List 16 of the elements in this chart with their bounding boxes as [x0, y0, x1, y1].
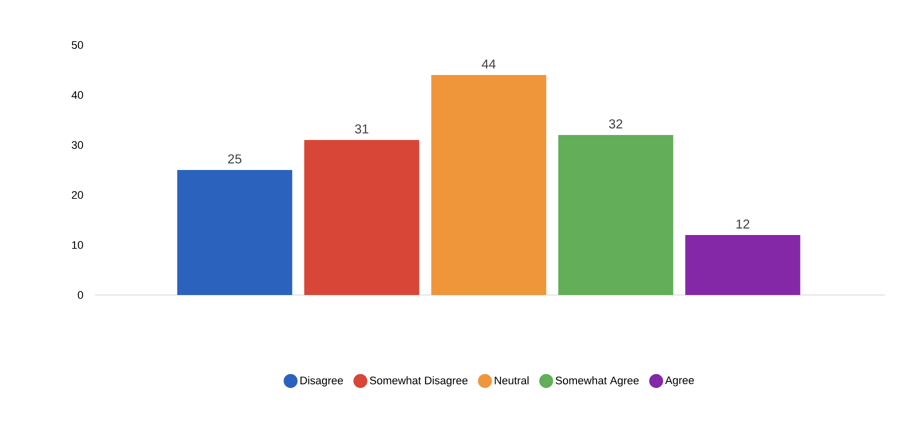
data-label: 25: [228, 154, 242, 164]
legend-label: Disagree: [300, 376, 343, 386]
y-tick-label: 40: [72, 91, 84, 99]
legend-label: Agree: [665, 376, 694, 386]
y-tick-label: 10: [72, 241, 84, 249]
data-label: 12: [736, 219, 750, 228]
y-tick-label: 50: [72, 41, 84, 49]
data-label: 31: [355, 124, 368, 134]
data-label: 32: [609, 119, 622, 128]
legend-label: Somewhat Agree: [556, 376, 639, 386]
legend-label: Neutral: [494, 376, 529, 384]
data-label: 44: [482, 60, 496, 68]
y-tick-label: 20: [72, 191, 84, 199]
y-tick-label: 0: [78, 291, 84, 299]
y-tick-label: 30: [72, 141, 84, 149]
legend-label: Somewhat Disagree: [370, 376, 468, 386]
